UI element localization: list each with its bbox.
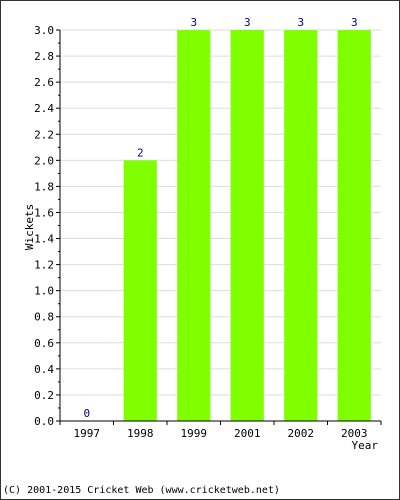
- y-tick-label: 1.0: [34, 285, 54, 298]
- y-tick-label: 2.8: [34, 50, 54, 63]
- bar-value-label: 3: [297, 16, 304, 29]
- x-tick-label: 1999: [181, 427, 208, 440]
- y-tick-label: 2.0: [34, 154, 54, 167]
- y-tick-label: 2.4: [34, 102, 54, 115]
- y-tick-label: 0.8: [34, 311, 54, 324]
- x-tick-label: 1998: [127, 427, 154, 440]
- axes: [56, 29, 382, 425]
- x-tick-label: 1997: [74, 427, 101, 440]
- y-tick-label: 1.8: [34, 180, 54, 193]
- bar-value-label: 2: [137, 146, 144, 159]
- y-tick-label: 0.2: [34, 389, 54, 402]
- bar-value-label: 3: [351, 16, 358, 29]
- y-tick-label: 0.6: [34, 337, 54, 350]
- grid-lines: [60, 29, 381, 396]
- x-axis-title: Year: [352, 439, 379, 452]
- y-tick-label: 0.4: [34, 363, 54, 376]
- y-tick-label: 1.4: [34, 233, 54, 246]
- y-axis-title: Wickets: [23, 204, 36, 250]
- y-tick-label: 1.2: [34, 259, 54, 272]
- y-tick-label: 3.0: [34, 24, 54, 37]
- copyright-text: (C) 2001-2015 Cricket Web (www.cricketwe…: [3, 485, 280, 496]
- bar: [230, 30, 264, 421]
- x-tick-label: 2002: [288, 427, 315, 440]
- x-tick-label: 2003: [341, 427, 368, 440]
- labels: 0.0 0.2 0.4 0.6 0.8 1.0 1.2 1.4 1.6 1.8 2.0 2.2 2.4 2…: [34, 16, 367, 440]
- bar-value-label: 3: [190, 16, 197, 29]
- bar: [177, 30, 211, 421]
- bar-value-label: 0: [83, 407, 90, 420]
- x-tick-label: 2001: [234, 427, 261, 440]
- y-tick-label: 2.6: [34, 76, 54, 89]
- y-tick-label: 0.0: [34, 415, 54, 428]
- y-tick-label: 2.2: [34, 128, 54, 141]
- bar: [337, 30, 371, 421]
- bar-value-label: 3: [244, 16, 251, 29]
- bars: [123, 30, 371, 422]
- bar: [284, 30, 318, 421]
- y-tick-label: 1.6: [34, 206, 54, 219]
- bar: [123, 160, 157, 422]
